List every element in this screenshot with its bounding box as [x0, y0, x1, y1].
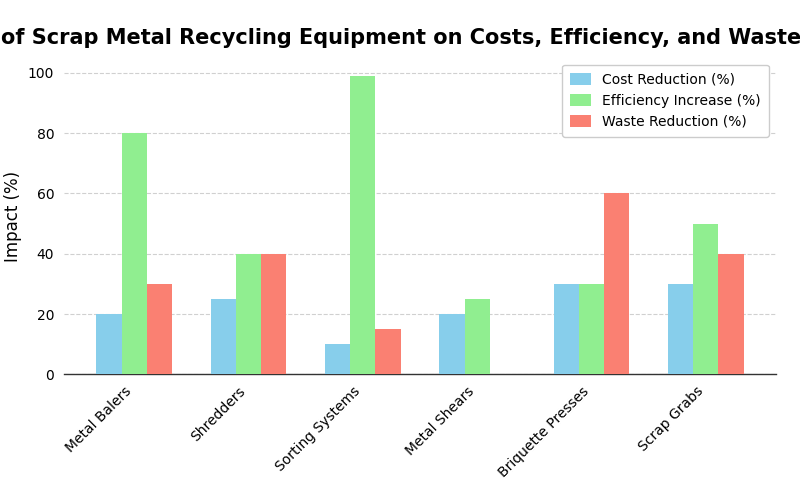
Bar: [210, 299, 236, 374]
Bar: [668, 284, 694, 374]
Bar: [350, 76, 375, 374]
Bar: [718, 254, 744, 374]
Title: Impact of Scrap Metal Recycling Equipment on Costs, Efficiency, and Waste Reduct: Impact of Scrap Metal Recycling Equipmen…: [0, 28, 800, 48]
Bar: [465, 299, 490, 374]
Bar: [96, 314, 122, 374]
Bar: [554, 284, 579, 374]
Bar: [325, 344, 350, 374]
Bar: [694, 224, 718, 374]
Bar: [261, 254, 286, 374]
Legend: Cost Reduction (%), Efficiency Increase (%), Waste Reduction (%): Cost Reduction (%), Efficiency Increase …: [562, 64, 769, 137]
Bar: [604, 193, 630, 374]
Bar: [439, 314, 465, 374]
Bar: [146, 284, 172, 374]
Bar: [236, 254, 261, 374]
Bar: [375, 329, 401, 374]
Y-axis label: Impact (%): Impact (%): [4, 170, 22, 262]
Bar: [579, 284, 604, 374]
Bar: [122, 133, 146, 374]
